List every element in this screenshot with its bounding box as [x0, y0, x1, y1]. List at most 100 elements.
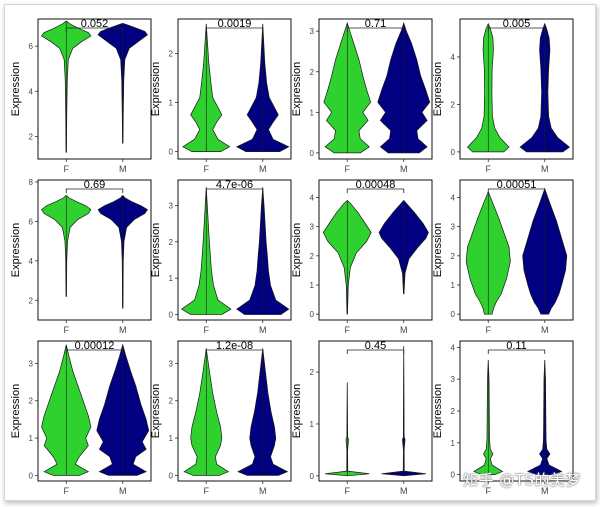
x-tick-label: M [541, 164, 549, 174]
y-tick-label: 1 [29, 434, 34, 443]
x-tick-label: M [541, 486, 549, 496]
significance-bracket [65, 188, 124, 193]
significance-bracket [346, 188, 405, 193]
violin-panel-4: Expression 0 2 4 F M 0.005 [432, 18, 574, 174]
violin-plot-grid: Expression 2 4 6 F M 0.052 Expression 0 1 2 F M 0.001… [10, 18, 574, 496]
violin-panel-12: Expression 0 1 2 3 4 F M 0.11 [432, 340, 574, 496]
y-tick-label: 3 [451, 375, 456, 384]
significance-bracket [205, 188, 264, 193]
x-tick-label: F [204, 486, 210, 496]
x-tick-label: M [259, 164, 267, 174]
watermark: 知乎 @TS的美梦 [463, 471, 581, 489]
x-tick-label: M [541, 325, 549, 335]
significance-bracket [65, 27, 124, 32]
y-tick-label: 1 [169, 99, 174, 108]
y-axis-label: Expression [150, 223, 162, 277]
p-value-label: 0.005 [503, 18, 531, 30]
y-tick-label: 1 [310, 420, 315, 429]
p-value-label: 1.2e-08 [216, 340, 253, 352]
y-tick-label: 2 [29, 296, 34, 305]
y-tick-label: 8 [29, 178, 34, 187]
panel-border [37, 340, 152, 482]
significance-bracket [65, 349, 124, 354]
y-axis-label: Expression [10, 384, 22, 438]
y-tick-label: 1 [169, 274, 174, 283]
y-tick-label: 4 [451, 53, 456, 62]
x-tick-label: F [486, 325, 492, 335]
panel-border [37, 18, 152, 160]
x-tick-label: M [119, 486, 127, 496]
y-tick-label: 4 [451, 343, 456, 352]
p-value-label: 0.00051 [497, 179, 537, 191]
p-value-label: 0.00048 [356, 179, 396, 191]
y-axis-label: Expression [10, 62, 22, 116]
violin-panel-9: Expression 0 1 2 3 F M 0.00012 [10, 340, 152, 496]
panel-border [318, 18, 433, 160]
figure-frame: Expression 2 4 6 F M 0.052 Expression 0 1 2 F M 0.001… [4, 4, 596, 501]
y-tick-label: 0 [451, 471, 456, 480]
p-value-label: 0.0019 [218, 18, 252, 30]
x-tick-label: M [400, 486, 408, 496]
panel-border [459, 18, 574, 160]
p-value-label: 0.00012 [75, 340, 115, 352]
y-tick-label: 2 [310, 368, 315, 377]
x-tick-label: M [259, 325, 267, 335]
violin-panel-2: Expression 0 1 2 F M 0.0019 [150, 18, 292, 174]
violin-panel-5: Expression 2 4 6 8 F M 0.69 [10, 178, 152, 335]
y-tick-label: 2 [169, 238, 174, 247]
y-tick-label: 0 [310, 310, 315, 319]
y-tick-label: 4 [29, 257, 34, 266]
y-tick-label: 1 [310, 108, 315, 117]
violin-panel-8: Expression 0 1 2 3 4 F M 0.00051 [432, 179, 574, 335]
y-tick-label: 3 [29, 359, 34, 368]
significance-bracket [346, 349, 405, 354]
violin-panel-1: Expression 2 4 6 F M 0.052 [10, 18, 152, 174]
panel-border [459, 340, 574, 482]
y-tick-label: 2 [169, 49, 174, 58]
y-tick-label: 3 [169, 201, 174, 210]
violin-panel-10: Expression 0 1 2 3 F M 1.2e-08 [150, 340, 292, 496]
x-tick-label: F [204, 325, 210, 335]
y-tick-label: 0 [169, 471, 174, 480]
y-tick-label: 2 [29, 397, 34, 406]
x-tick-label: F [64, 164, 70, 174]
x-tick-label: F [345, 486, 351, 496]
y-tick-label: 2 [451, 100, 456, 109]
x-tick-label: M [119, 164, 127, 174]
x-tick-label: F [64, 325, 70, 335]
y-tick-label: 2 [451, 252, 456, 261]
panel-border [177, 340, 292, 482]
y-axis-label: Expression [432, 62, 444, 116]
x-tick-label: M [400, 164, 408, 174]
x-tick-label: M [119, 325, 127, 335]
panel-border [37, 179, 152, 321]
panel-border [177, 18, 292, 160]
y-axis-label: Expression [432, 223, 444, 277]
significance-bracket [205, 27, 264, 32]
x-tick-label: F [345, 164, 351, 174]
x-tick-label: F [486, 486, 492, 496]
y-tick-label: 0 [451, 148, 456, 157]
y-axis-label: Expression [150, 384, 162, 438]
y-tick-label: 4 [451, 194, 456, 203]
panel-border [459, 179, 574, 321]
significance-bracket [487, 27, 546, 32]
y-tick-label: 6 [29, 217, 34, 226]
panel-border [318, 179, 433, 321]
y-tick-label: 2 [310, 252, 315, 261]
y-tick-label: 3 [310, 223, 315, 232]
y-tick-label: 6 [29, 42, 34, 51]
x-tick-label: M [400, 325, 408, 335]
x-tick-label: F [345, 325, 351, 335]
p-value-label: 0.71 [365, 18, 386, 30]
significance-bracket [487, 349, 546, 354]
y-tick-label: 0 [310, 149, 315, 158]
y-tick-label: 1 [169, 434, 174, 443]
y-tick-label: 0 [169, 311, 174, 320]
y-tick-label: 1 [310, 281, 315, 290]
violin-panel-6: Expression 0 1 2 3 F M 4.7e-06 [150, 179, 292, 335]
y-axis-label: Expression [291, 62, 303, 116]
y-tick-label: 2 [29, 132, 34, 141]
y-tick-label: 4 [310, 194, 315, 203]
y-tick-label: 0 [169, 148, 174, 157]
